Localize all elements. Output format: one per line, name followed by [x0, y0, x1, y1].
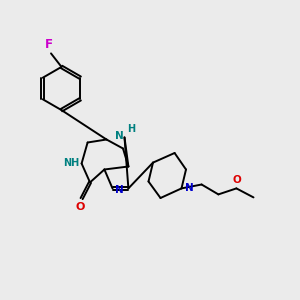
Text: H: H [127, 124, 135, 134]
Text: O: O [75, 202, 85, 212]
Text: NH: NH [64, 158, 80, 169]
Text: N: N [185, 183, 194, 193]
Text: N: N [115, 131, 124, 141]
Text: N: N [115, 185, 124, 195]
Text: F: F [45, 38, 52, 51]
Text: O: O [232, 175, 241, 185]
